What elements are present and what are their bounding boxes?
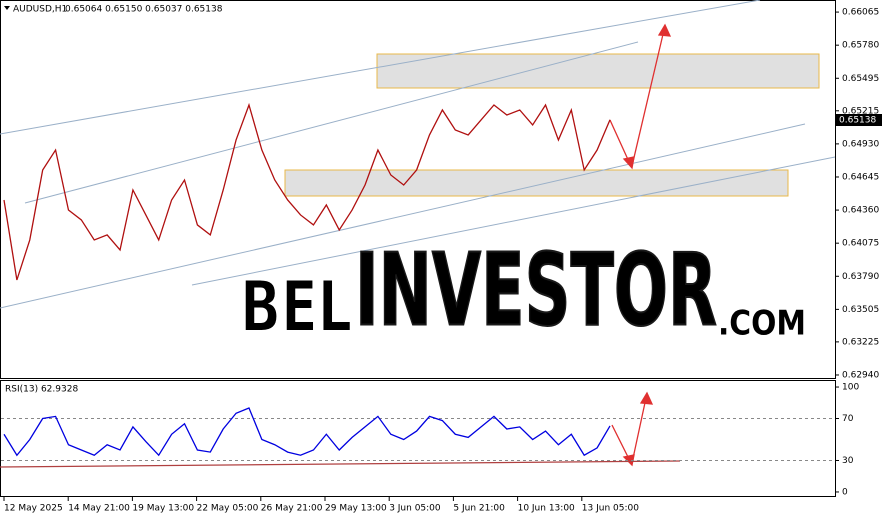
x-tick-label: 13 Jun 05:00 <box>582 504 639 514</box>
y-tick-label: 70 <box>842 414 854 424</box>
arrow <box>631 397 647 464</box>
last-price: 0.65138 <box>839 116 876 126</box>
logo-com: .COM <box>718 304 806 344</box>
arrow <box>631 29 665 167</box>
x-tick-label: 19 May 13:00 <box>132 504 194 514</box>
x-tick-label: 3 Jun 05:00 <box>389 504 441 514</box>
support-zone <box>284 169 789 197</box>
forecast-arrows <box>609 23 672 467</box>
price-tag <box>836 114 882 126</box>
y-tick-label: 0.65215 <box>842 106 879 116</box>
logo-investor: INVESTOR <box>355 231 717 348</box>
arrow <box>611 424 631 462</box>
y-tick-label: 0.65495 <box>842 74 879 84</box>
x-tick-label: 26 May 21:00 <box>261 504 323 514</box>
x-tick-label: 5 Jun 21:00 <box>453 504 505 514</box>
y-tick-label: 0.63790 <box>842 272 879 282</box>
y-tick-label: 0.64645 <box>842 172 879 182</box>
resistance-zone <box>376 53 820 89</box>
channel-line <box>0 123 806 309</box>
rsi-pane-frame <box>0 380 836 497</box>
symbol: AUDUSD,H1 <box>13 5 67 15</box>
header-icon <box>4 6 10 10</box>
y-tick-label: 0.66065 <box>842 8 879 18</box>
y-tick-label: 0.64360 <box>842 206 879 216</box>
rsi-label: RSI(13) 62.9328 <box>5 385 78 395</box>
y-tick-label: 0.63225 <box>842 337 879 347</box>
arrow <box>609 119 631 165</box>
rsi-trendline <box>0 460 681 468</box>
arrow-head <box>657 23 672 37</box>
channel-lines <box>0 0 836 309</box>
channel-line <box>24 41 639 204</box>
x-tick-label: 22 May 05:00 <box>197 504 259 514</box>
series-line <box>3 407 611 457</box>
x-tick-label: 10 Jun 13:00 <box>518 504 575 514</box>
ohlc: 0.65064 0.65150 0.65037 0.65138 <box>65 5 223 15</box>
series-line <box>3 102 611 281</box>
arrow-head <box>639 391 654 405</box>
y-tick-label: 0.65780 <box>842 41 879 51</box>
channel-line <box>0 0 761 135</box>
x-tick-label: 12 May 2025 <box>4 504 63 514</box>
y-tick-label: 0.63505 <box>842 305 879 315</box>
y-tick-label: 0.64075 <box>842 239 879 249</box>
logo-bel: BEL <box>240 266 352 348</box>
y-tick-label: 100 <box>842 383 859 393</box>
y-tick-label: 0.64930 <box>842 139 879 149</box>
y-tick-label: 0 <box>842 487 848 497</box>
main-pane-frame <box>0 0 836 379</box>
y-tick-label: 30 <box>842 456 854 466</box>
channel-line <box>191 156 836 286</box>
x-tick-label: 14 May 21:00 <box>68 504 130 514</box>
y-tick-label: 0.62940 <box>842 370 879 380</box>
x-tick-label: 29 May 13:00 <box>325 504 387 514</box>
